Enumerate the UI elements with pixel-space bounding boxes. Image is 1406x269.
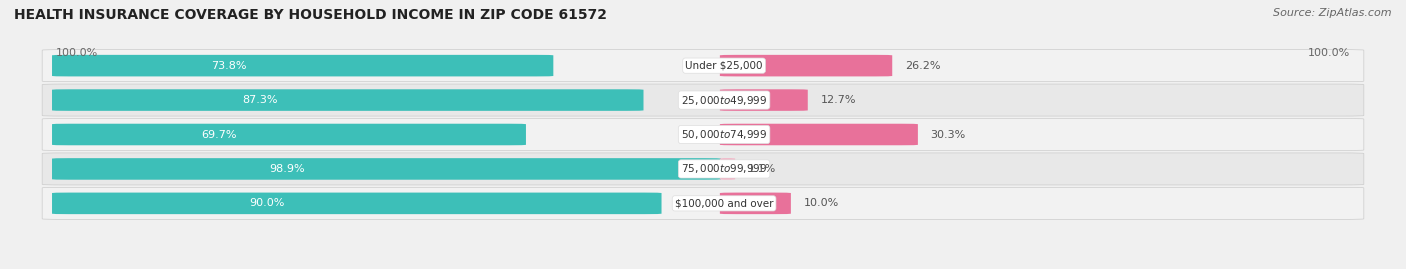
Text: 1.1%: 1.1% [748,164,776,174]
Text: 12.7%: 12.7% [821,95,856,105]
FancyBboxPatch shape [52,193,662,214]
Text: 90.0%: 90.0% [249,198,284,208]
Text: 69.7%: 69.7% [201,129,238,140]
Text: 26.2%: 26.2% [905,61,941,71]
FancyBboxPatch shape [720,193,790,214]
FancyBboxPatch shape [720,89,808,111]
FancyBboxPatch shape [42,187,1364,220]
Text: 73.8%: 73.8% [211,61,246,71]
FancyBboxPatch shape [42,153,1364,185]
Text: 10.0%: 10.0% [804,198,839,208]
FancyBboxPatch shape [52,124,526,145]
FancyBboxPatch shape [52,89,644,111]
FancyBboxPatch shape [42,118,1364,151]
FancyBboxPatch shape [52,158,721,180]
Text: Under $25,000: Under $25,000 [685,61,763,71]
FancyBboxPatch shape [720,124,918,145]
Text: 30.3%: 30.3% [931,129,966,140]
FancyBboxPatch shape [52,55,554,76]
Text: HEALTH INSURANCE COVERAGE BY HOUSEHOLD INCOME IN ZIP CODE 61572: HEALTH INSURANCE COVERAGE BY HOUSEHOLD I… [14,8,607,22]
Text: $50,000 to $74,999: $50,000 to $74,999 [681,128,768,141]
Text: $25,000 to $49,999: $25,000 to $49,999 [681,94,768,107]
FancyBboxPatch shape [718,158,737,180]
Text: 100.0%: 100.0% [1308,48,1350,58]
Text: 100.0%: 100.0% [56,48,98,58]
FancyBboxPatch shape [720,55,893,76]
Text: $75,000 to $99,999: $75,000 to $99,999 [681,162,768,175]
FancyBboxPatch shape [42,84,1364,116]
FancyBboxPatch shape [42,49,1364,82]
Text: 98.9%: 98.9% [270,164,305,174]
Text: 87.3%: 87.3% [243,95,278,105]
Text: Source: ZipAtlas.com: Source: ZipAtlas.com [1274,8,1392,18]
Text: $100,000 and over: $100,000 and over [675,198,773,208]
